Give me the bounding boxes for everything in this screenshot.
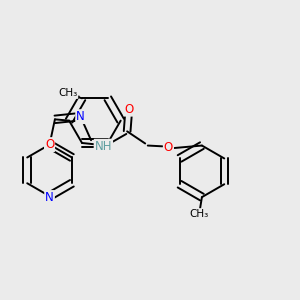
- Text: NH: NH: [94, 140, 112, 153]
- Text: O: O: [124, 103, 134, 116]
- Text: N: N: [76, 110, 85, 123]
- Text: O: O: [45, 138, 54, 151]
- Text: CH₃: CH₃: [190, 209, 209, 219]
- Text: CH₃: CH₃: [58, 88, 77, 98]
- Text: O: O: [164, 141, 173, 154]
- Text: N: N: [45, 191, 54, 204]
